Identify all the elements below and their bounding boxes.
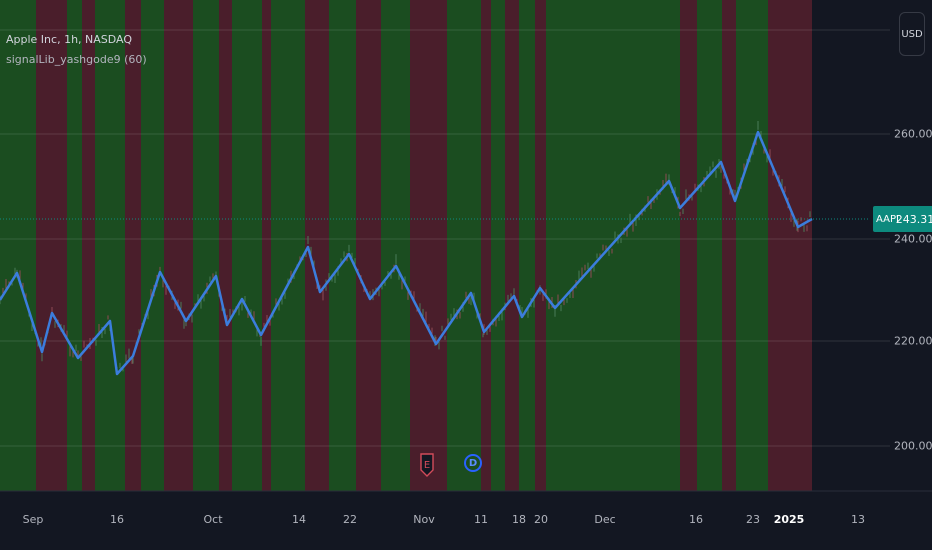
bear-band [125,0,141,491]
bull-band [697,0,722,491]
bull-band [271,0,305,491]
bear-band [356,0,381,491]
bear-band [164,0,193,491]
time-tick: 20 [534,513,548,526]
price-tick: 260.00 [894,127,932,141]
time-tick: 2025 [773,513,805,526]
time-tick: 13 [851,513,865,526]
time-tick: 14 [292,513,306,526]
price-tick: 220.00 [894,334,932,348]
bull-band [736,0,768,491]
bear-band [305,0,329,491]
time-tick: Nov [413,513,435,526]
time-tick: Sep [22,513,44,526]
earnings-marker[interactable]: E [420,453,434,477]
bear-band [219,0,232,491]
bear-band [410,0,447,491]
time-tick: 16 [110,513,124,526]
earnings-marker-label: E [424,460,430,471]
bull-band [232,0,262,491]
bear-band [505,0,519,491]
bull-band [491,0,505,491]
signal-line[interactable] [0,130,813,376]
price-tick: 200.00 [894,439,932,453]
bear-band [680,0,697,491]
last-price-badge: 243.31 [896,206,932,232]
bear-band [535,0,546,491]
time-tick: 23 [746,513,760,526]
bear-band [36,0,53,491]
bear-band [768,0,812,491]
bull-band [559,0,680,491]
bear-band [481,0,491,491]
chart-legend: Apple Inc, 1h, NASDAQ signalLib_yashgode… [6,30,147,70]
bull-band [381,0,410,491]
bull-band [193,0,219,491]
bear-band [262,0,271,491]
time-tick: 18 [512,513,526,526]
bull-band [95,0,125,491]
time-tick: 16 [689,513,703,526]
price-tick: 240.00 [894,232,932,246]
time-tick: 22 [343,513,357,526]
signal-bands [0,0,812,491]
bear-band [53,0,67,491]
bull-band [67,0,82,491]
time-tick: Dec [594,513,616,526]
time-tick: 11 [474,513,488,526]
bull-band [447,0,481,491]
currency-button[interactable]: USD [899,12,925,56]
price-gridlines [0,29,890,447]
symbol-title[interactable]: Apple Inc, 1h, NASDAQ [6,33,133,46]
bull-band [519,0,535,491]
bull-band [0,0,36,491]
bull-band [546,0,559,491]
time-tick: Oct [203,513,223,526]
bull-band [329,0,356,491]
bear-band [82,0,95,491]
bear-band [722,0,736,491]
dividend-marker[interactable]: D [464,454,482,472]
bull-band [141,0,164,491]
indicator-title[interactable]: signalLib_yashgode9 (60) [6,53,147,66]
